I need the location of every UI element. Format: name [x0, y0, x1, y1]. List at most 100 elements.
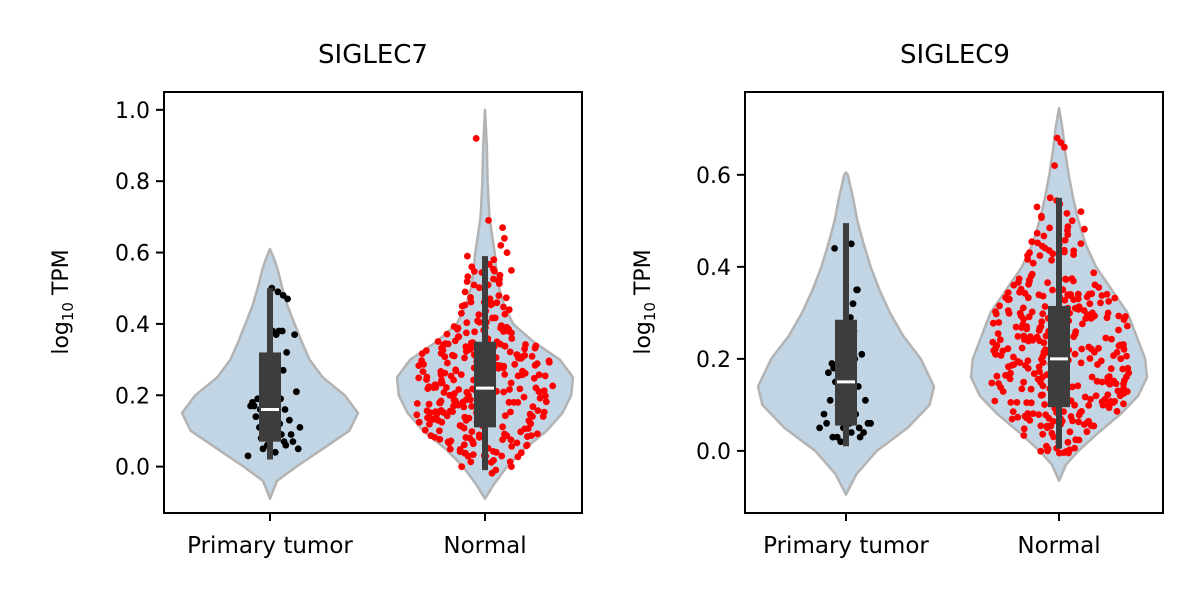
data-point — [1077, 359, 1085, 367]
data-point — [1029, 410, 1037, 417]
data-point — [994, 330, 1002, 337]
data-point — [1081, 225, 1088, 233]
data-point — [1085, 402, 1093, 409]
y-axis-label-base: log — [631, 321, 656, 355]
data-point — [413, 400, 421, 407]
y-axis-label-unit: TPM — [49, 249, 74, 302]
data-point — [450, 396, 458, 404]
data-point — [1043, 424, 1051, 432]
data-point — [508, 463, 515, 470]
data-point — [1049, 286, 1056, 294]
box-iqr — [835, 319, 857, 426]
data-point — [424, 385, 432, 392]
box-iqr — [1048, 305, 1070, 408]
data-point — [286, 416, 293, 424]
data-point — [1046, 224, 1053, 232]
data-point — [1075, 303, 1083, 311]
data-point — [450, 352, 458, 360]
data-point — [446, 445, 454, 453]
data-point — [437, 368, 445, 375]
data-point — [1117, 355, 1125, 363]
y-tick-label: 0.2 — [696, 348, 731, 373]
data-point — [1039, 310, 1047, 318]
data-point — [467, 294, 474, 301]
data-point — [534, 430, 541, 438]
data-point — [1039, 430, 1047, 438]
data-point — [1071, 350, 1079, 358]
data-point — [501, 412, 509, 420]
data-point — [462, 416, 470, 424]
data-point — [524, 433, 531, 440]
data-point — [542, 398, 550, 406]
data-point — [1120, 400, 1127, 408]
data-point — [988, 379, 996, 387]
y-tick-label: 0.2 — [115, 384, 150, 409]
data-point — [517, 428, 525, 436]
data-point — [1094, 361, 1101, 368]
data-point — [1102, 334, 1110, 342]
y-tick-label: 0.4 — [115, 313, 150, 338]
data-point — [508, 267, 515, 274]
data-point — [993, 342, 1001, 349]
data-point — [294, 445, 302, 453]
data-point — [1041, 401, 1048, 408]
data-point — [1124, 364, 1132, 372]
data-point — [1110, 377, 1118, 385]
data-point — [438, 418, 446, 426]
data-point — [1049, 250, 1057, 258]
data-point — [1037, 378, 1044, 386]
data-point — [464, 394, 472, 401]
data-point — [1120, 345, 1128, 353]
data-point — [490, 256, 498, 264]
data-point — [1042, 411, 1050, 419]
data-point — [443, 330, 451, 338]
data-point — [1115, 326, 1122, 334]
data-point — [500, 364, 507, 372]
data-point — [541, 372, 549, 380]
data-point — [858, 350, 866, 358]
data-point — [1004, 296, 1012, 304]
data-point — [530, 374, 538, 382]
data-point — [1064, 438, 1072, 446]
data-point — [1057, 139, 1065, 147]
data-point — [1014, 413, 1022, 421]
data-point — [1007, 369, 1014, 377]
data-point — [464, 252, 471, 260]
data-point — [1040, 232, 1048, 240]
data-point — [476, 284, 483, 292]
data-point — [514, 453, 522, 461]
data-point — [511, 360, 519, 368]
data-point — [1014, 333, 1022, 340]
data-point — [1048, 429, 1056, 437]
data-point — [1016, 288, 1023, 296]
data-point — [1077, 240, 1085, 248]
data-point — [501, 371, 509, 378]
data-point — [499, 423, 506, 431]
data-point — [1012, 323, 1020, 331]
data-point — [1037, 422, 1045, 430]
y-axis-label-subscript: 10 — [59, 302, 77, 321]
data-point — [1087, 422, 1095, 429]
data-point — [425, 400, 433, 408]
data-point — [1093, 377, 1101, 385]
data-point — [475, 431, 483, 439]
data-point — [1020, 332, 1028, 340]
data-point — [424, 414, 431, 422]
data-point — [1037, 447, 1045, 455]
data-point — [1107, 398, 1115, 405]
data-point — [1013, 399, 1021, 406]
data-point — [1023, 399, 1031, 406]
data-point — [1116, 392, 1124, 400]
data-point — [1079, 320, 1086, 328]
data-point — [1004, 307, 1012, 314]
data-point — [521, 352, 529, 359]
data-point — [1044, 445, 1052, 453]
data-point — [468, 263, 476, 271]
data-point — [472, 135, 480, 142]
data-point — [829, 433, 837, 441]
data-point — [463, 278, 471, 285]
data-point — [436, 435, 444, 443]
data-point — [999, 347, 1007, 355]
axes-frame — [163, 91, 583, 514]
data-point — [1004, 345, 1012, 353]
